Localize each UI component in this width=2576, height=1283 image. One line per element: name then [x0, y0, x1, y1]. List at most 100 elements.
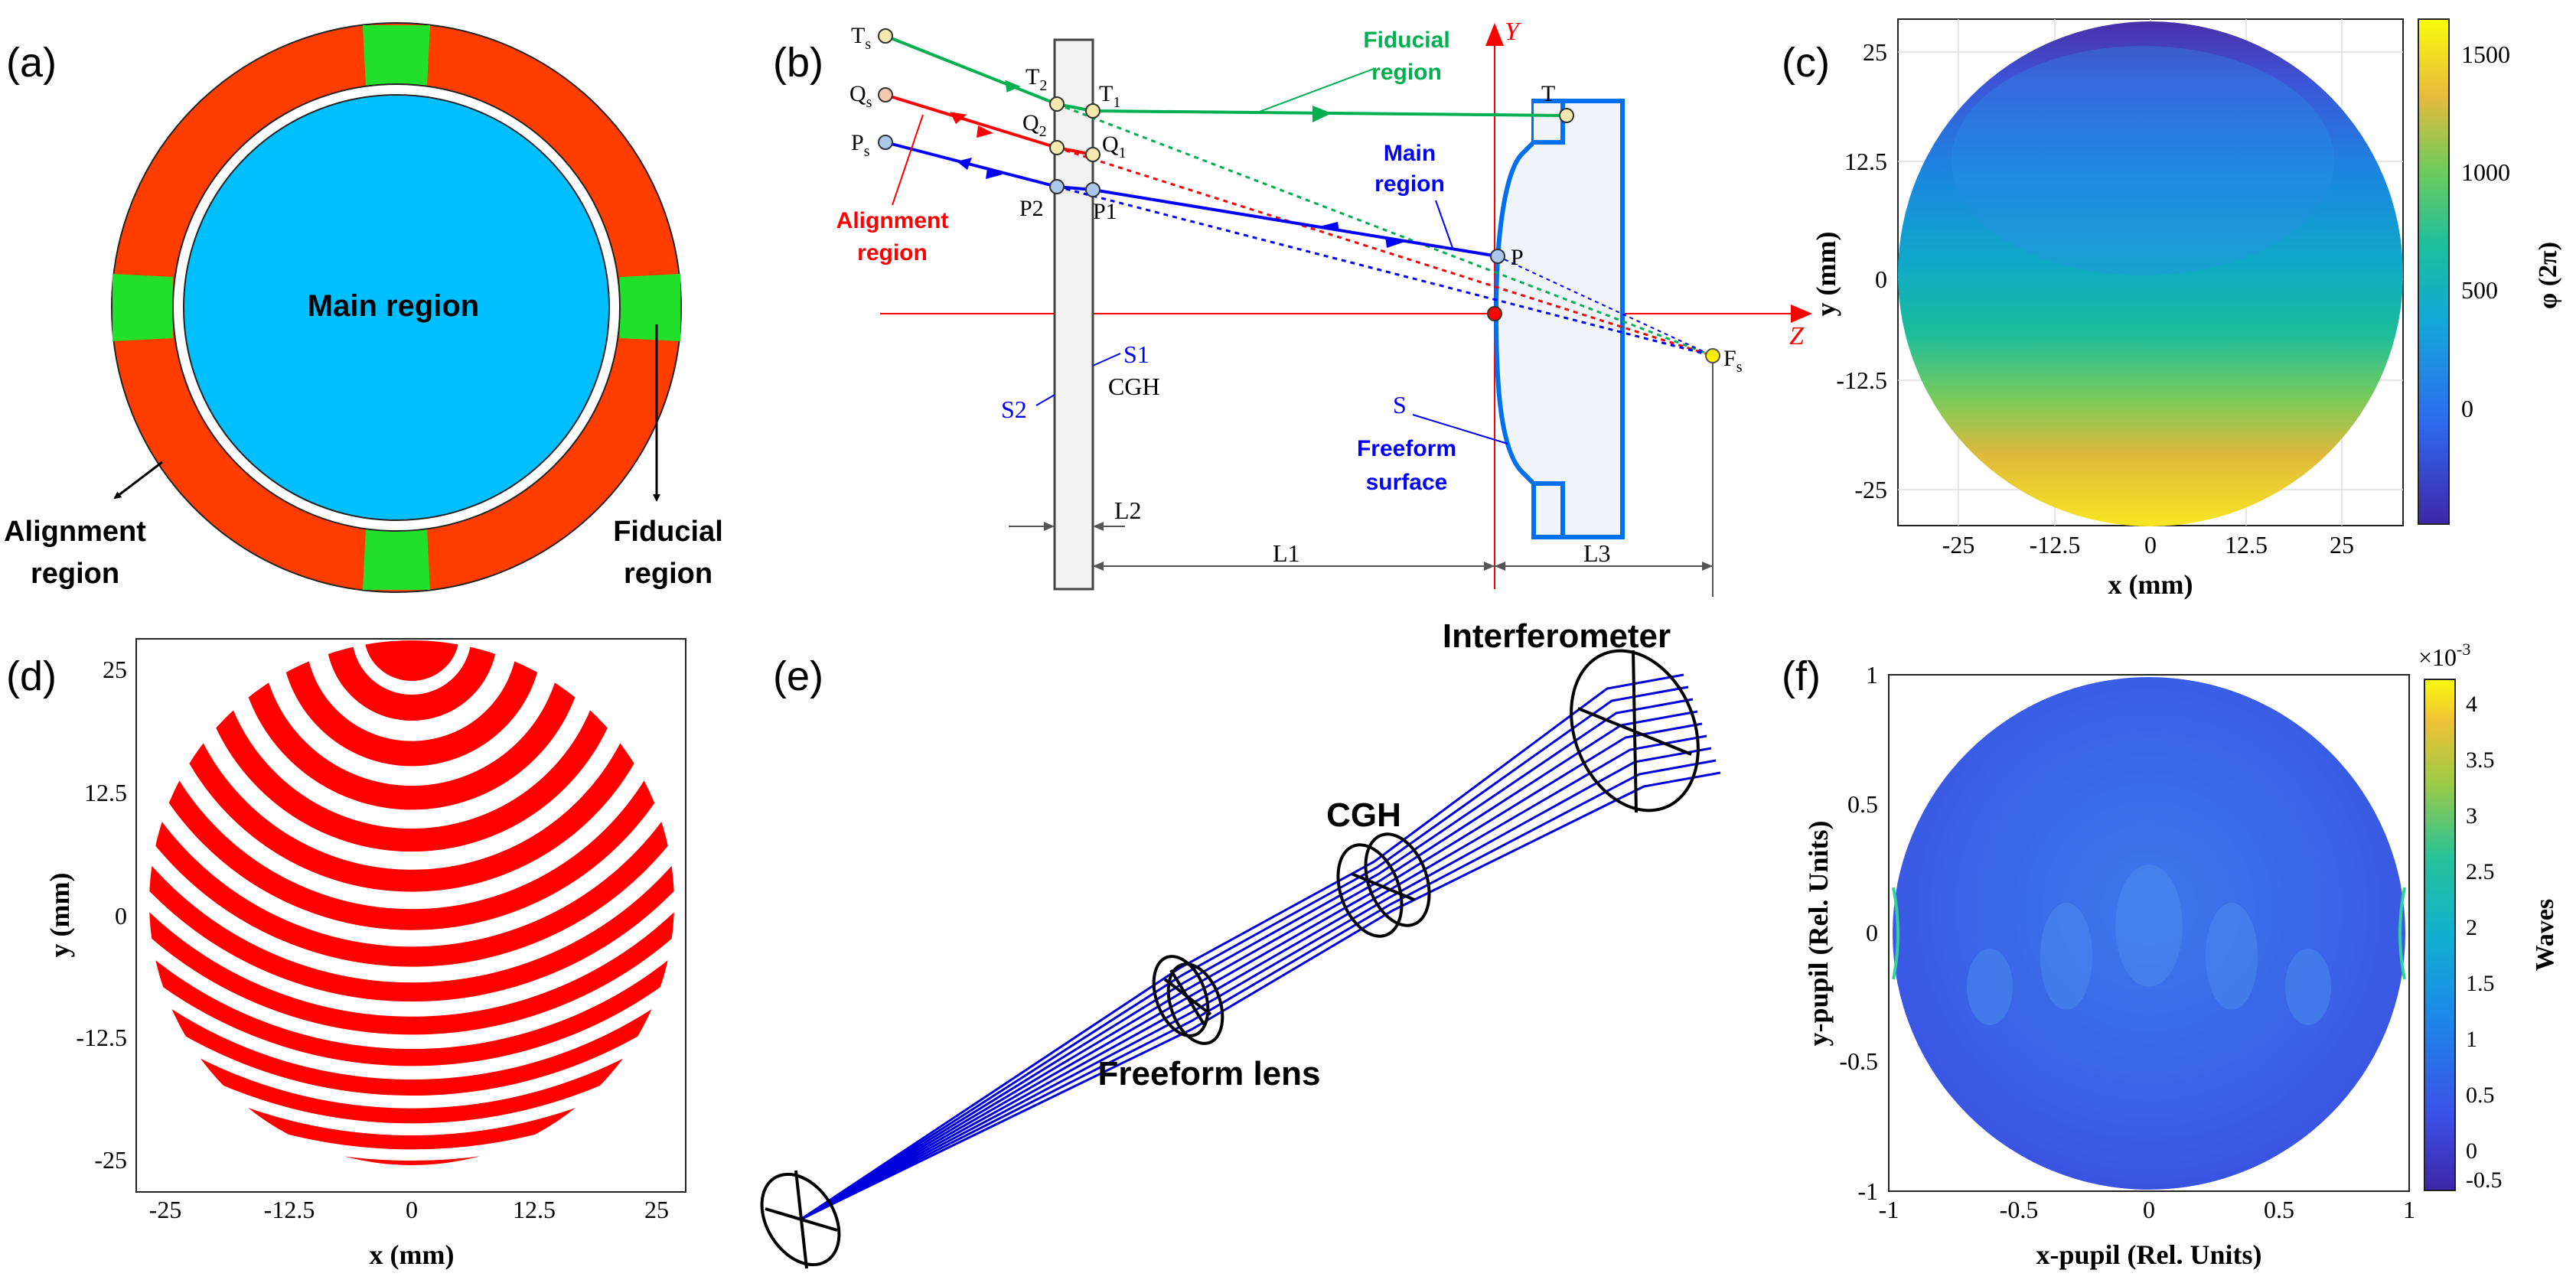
alignment-label-1: Alignment: [4, 516, 146, 548]
ray-line: [800, 759, 1717, 1221]
fiducial-segment-right: [620, 274, 680, 341]
alignment-ray: [885, 93, 1058, 149]
f-colorbar: [2424, 679, 2456, 1191]
main-ray-out: [1092, 188, 1498, 258]
fringe-arc: [236, 640, 587, 810]
svg-text:-12.5: -12.5: [1836, 366, 1887, 394]
panel-c: (c) -25 -12.5 0 12.5 25 25 12.5 0 -12.5 …: [1782, 18, 2562, 600]
ray-line: [800, 710, 1698, 1221]
e-interferometer: [1570, 649, 1700, 813]
y-axis-label: Y: [1505, 18, 1521, 46]
svg-text:4: 4: [2466, 692, 2477, 717]
f-cbar-ticks: 4 3.5 3 2.5 2 1.5 1 0.5 0 -0.5: [2466, 692, 2503, 1193]
y-axis-arrow: [1485, 23, 1504, 46]
svg-text:P2: P2: [1019, 196, 1044, 221]
svg-text:-12.5: -12.5: [76, 1024, 127, 1051]
svg-text:0.5: 0.5: [2466, 1083, 2495, 1108]
ray-points: [878, 28, 1720, 363]
svg-text:0: 0: [2466, 1138, 2477, 1164]
fiducial-label-2: region: [624, 558, 712, 590]
c-xticks: -25 -12.5 0 12.5 25: [1942, 531, 2354, 558]
c-ylabel: y (mm): [1811, 232, 1841, 317]
c-phase-shading: [1952, 46, 2334, 275]
fringe-arc: [149, 640, 674, 1066]
b-fiducial-label-2: region: [1371, 60, 1442, 85]
svg-text:12.5: 12.5: [513, 1196, 556, 1223]
b-alignment-label-2: region: [857, 240, 928, 265]
svg-text:0: 0: [1866, 919, 1878, 946]
svg-text:Qs: Qs: [849, 81, 872, 111]
fringe-arc: [149, 640, 674, 967]
d-yticks: 25 12.5 0 -12.5 -25: [76, 656, 127, 1174]
fringe-arc: [280, 640, 543, 767]
svg-text:25: 25: [644, 1196, 669, 1223]
freeform-lens-label: Freeform lens: [1098, 1055, 1321, 1093]
svg-text:12.5: 12.5: [84, 779, 127, 806]
b-main-label-1: Main: [1384, 141, 1436, 166]
svg-text:25: 25: [2330, 531, 2354, 558]
svg-text:1500: 1500: [2461, 41, 2510, 68]
panel-d-label: (d): [6, 653, 57, 699]
svg-text:1.5: 1.5: [2466, 971, 2495, 996]
svg-text:P1: P1: [1093, 199, 1117, 224]
svg-text:1000: 1000: [2461, 158, 2510, 186]
panel-e-label: (e): [773, 653, 823, 699]
svg-text:-25: -25: [149, 1196, 182, 1223]
svg-text:Q1: Q1: [1102, 132, 1127, 161]
svg-text:12.5: 12.5: [1844, 148, 1887, 175]
svg-text:-0.5: -0.5: [2000, 1196, 2039, 1223]
fringe-arc: [149, 640, 674, 1150]
fiducial-pointer: [1254, 68, 1374, 114]
svg-text:0: 0: [2144, 531, 2157, 558]
ray-line: [800, 698, 1694, 1221]
z-axis-arrow: [1791, 304, 1812, 323]
svg-text:Q2: Q2: [1022, 110, 1047, 140]
svg-text:T1: T1: [1099, 81, 1120, 111]
point-labels: Ts Qs Ps T2 T1 Q2 Q1 P2 P1 T P Fs: [849, 23, 1743, 376]
panel-a-label: (a): [6, 40, 57, 86]
svg-text:Fs: Fs: [1723, 346, 1743, 376]
panel-b-label: (b): [773, 40, 823, 86]
svg-text:25: 25: [1863, 38, 1887, 66]
f-xlabel: x-pupil (Rel. Units): [2036, 1239, 2261, 1270]
c-colorbar: [2418, 18, 2450, 525]
fiducial-dashed: [1056, 103, 1714, 357]
alignment-dashed: [1056, 146, 1714, 357]
svg-text:0: 0: [406, 1196, 418, 1223]
svg-text:-25: -25: [1942, 531, 1975, 558]
svg-text:-0.5: -0.5: [2466, 1167, 2503, 1193]
f-residual-features: [1967, 865, 2331, 1025]
svg-text:-25: -25: [94, 1146, 127, 1174]
svg-text:0: 0: [1875, 265, 1887, 293]
b-freeform-label-2: surface: [1366, 470, 1448, 495]
svg-text:-25: -25: [1854, 476, 1887, 503]
panel-a: (a) Main region Alignment region Fiducia…: [4, 22, 723, 593]
fringe-arc: [149, 640, 674, 930]
l3-label: L3: [1583, 539, 1611, 567]
freeform-lens-body: [1534, 99, 1625, 539]
svg-text:1: 1: [1866, 661, 1878, 689]
fiducial-ray-in: [885, 34, 1058, 106]
d-xlabel: x (mm): [370, 1239, 455, 1270]
svg-text:0: 0: [2461, 395, 2473, 422]
svg-text:0: 0: [2143, 1196, 2155, 1223]
svg-text:2: 2: [2466, 915, 2477, 940]
fiducial-label-1: Fiducial: [613, 516, 723, 548]
c-cbar-ticks: 1500 1000 500 0: [2461, 41, 2510, 422]
s2-label: S2: [1001, 396, 1027, 423]
panel-f-label: (f): [1782, 653, 1821, 699]
ray-line: [800, 734, 1707, 1221]
main-dashed: [1056, 185, 1714, 357]
d-ylabel: y (mm): [44, 873, 75, 958]
fringe-arc: [194, 640, 629, 852]
alignment-arrow: [113, 461, 163, 500]
svg-text:0.5: 0.5: [2264, 1196, 2294, 1223]
panel-b: (b) Z Y L1 L3 L2: [773, 18, 1812, 597]
z-axis-label: Z: [1789, 322, 1805, 350]
e-ray-bundle: [800, 673, 1721, 1221]
fringe-arc: [149, 640, 674, 1124]
f-cbar-exponent: ×10-3: [2418, 640, 2470, 671]
fringe-arc: [326, 640, 497, 721]
panel-d: (d) -25 -12.5 0 12.5 25 25 12.5 0 -12.5 …: [6, 638, 686, 1270]
